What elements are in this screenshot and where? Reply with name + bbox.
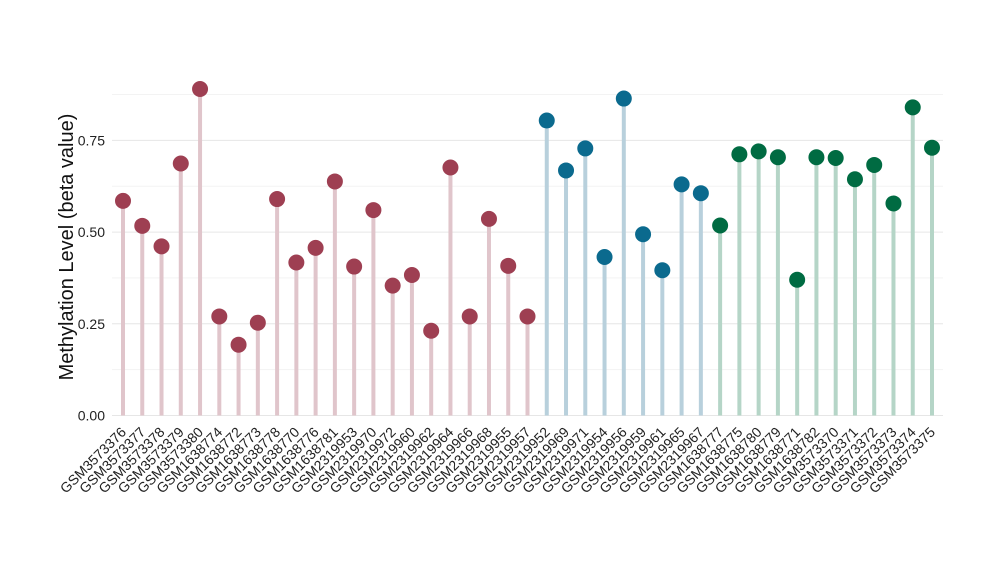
lollipop-point [153, 238, 170, 255]
lollipop-point [365, 202, 382, 219]
lollipop-point [211, 308, 228, 325]
lollipop-point [519, 308, 536, 325]
lollipop-point [249, 314, 266, 331]
lollipop-point [442, 159, 459, 176]
lollipop-point [558, 162, 575, 179]
lollipop-point [115, 192, 131, 209]
lollipop-stems [121, 89, 934, 416]
lollipop-point [538, 112, 555, 129]
y-axis: 0.00 0.25 0.50 0.75 [78, 132, 105, 423]
lollipop-point [269, 191, 286, 208]
lollipop-point [731, 146, 748, 163]
lollipop-point [615, 90, 632, 107]
lollipop-point [769, 149, 786, 166]
y-axis-title: Methylation Level (beta value) [56, 114, 78, 381]
lollipop-point [172, 155, 189, 172]
x-axis-tick-labels: GSM3573376GSM3573377GSM3573378GSM3573379… [57, 424, 939, 497]
lollipop-point [904, 99, 921, 116]
y-tick-label: 0.50 [78, 224, 105, 240]
lollipop-point [885, 195, 902, 212]
lollipop-point [596, 249, 613, 266]
lollipop-point [480, 210, 497, 227]
lollipop-point [577, 140, 594, 157]
lollipop-point [808, 149, 825, 166]
lollipop-point [326, 173, 343, 190]
lollipop-point [230, 336, 247, 353]
lollipop-point [461, 308, 478, 325]
lollipop-point [346, 258, 363, 275]
lollipop-point [673, 176, 690, 193]
lollipop-point [924, 139, 940, 156]
lollipop-point [846, 171, 863, 188]
lollipop-point [654, 262, 671, 279]
lollipop-point [789, 271, 806, 288]
lollipop-point [423, 322, 440, 339]
lollipop-point [134, 217, 151, 234]
lollipop-point [384, 277, 401, 294]
lollipop-point [403, 266, 420, 283]
lollipop-point [307, 239, 324, 256]
y-tick-label: 0.75 [78, 132, 105, 148]
y-tick-label: 0.25 [78, 316, 105, 332]
lollipop-point [192, 81, 209, 98]
lollipop-point [827, 149, 844, 166]
lollipop-point [288, 254, 305, 271]
lollipop-point [692, 185, 709, 202]
lollipop-point [866, 156, 883, 173]
lollipop-point [500, 257, 517, 274]
lollipop-point [712, 217, 729, 234]
lollipop-point [635, 226, 652, 243]
y-tick-label: 0.00 [78, 408, 105, 424]
lollipop-point [750, 143, 767, 160]
lollipop-points [115, 81, 940, 353]
